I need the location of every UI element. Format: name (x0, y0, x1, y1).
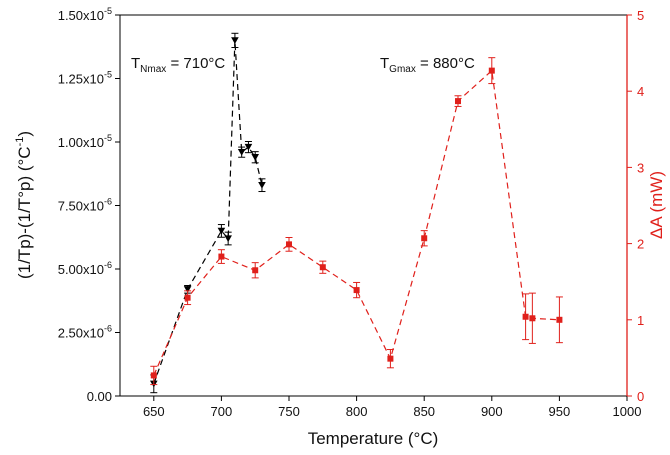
x-tick-label: 800 (346, 404, 368, 419)
y-left-tick-label-base: 7.50x10 (58, 199, 104, 214)
x-tick-label: 650 (143, 404, 165, 419)
y-right-tick-label: 4 (637, 84, 644, 99)
series-line-right (153, 69, 560, 376)
annotation-tnmax: TNmax = 710°C (131, 55, 225, 75)
data-point-square (522, 313, 529, 320)
y-left-tick-label-base: 5.00x10 (58, 262, 104, 277)
annotation-tgmax-main: T (380, 55, 389, 72)
data-point-square (556, 316, 563, 323)
x-axis-ticks: 650 700 750 800 850 900 950 1000 (143, 396, 642, 419)
y-right-tick-label: 1 (637, 313, 644, 328)
y-left-tick-label: 1.00x10-5 (58, 133, 112, 150)
y-left-tick-label-exp: -6 (104, 260, 112, 270)
y-left-tick-label-base: 0.00 (87, 389, 112, 404)
x-axis-title: Temperature (°C) (308, 429, 439, 448)
y-left-axis-title-main: (1/Tp)-(1/T°p) (°C (15, 146, 34, 279)
y-left-tick-label: 7.50x10-6 (58, 197, 112, 214)
y-left-tick-label-exp: -5 (104, 6, 112, 16)
series-line-left (153, 40, 263, 385)
y-left-tick-label-exp: -6 (104, 197, 112, 207)
y-left-axis-title-end: ) (15, 131, 34, 137)
series-layer (150, 32, 563, 394)
x-tick-label: 1000 (613, 404, 642, 419)
y-left-tick-label-exp: -6 (104, 324, 112, 334)
data-point-square (387, 355, 394, 362)
y-left-tick-label-exp: -5 (104, 70, 112, 80)
plot-frame (119, 14, 628, 397)
y-right-tick-label: 2 (637, 237, 644, 252)
data-point-triangle (258, 181, 266, 189)
y-left-tick-label: 1.50x10-5 (58, 6, 112, 23)
data-point-square (319, 264, 326, 271)
data-point-triangle (224, 235, 232, 243)
annotation-tgmax: TGmax = 880°C (380, 55, 475, 75)
x-tick-label: 850 (413, 404, 435, 419)
x-tick-label: 900 (481, 404, 503, 419)
y-left-axis-title-sup: -1 (14, 137, 26, 147)
y-right-axis-title: ΔA (mW) (647, 171, 666, 239)
data-point-square (455, 98, 461, 105)
data-point-square (286, 241, 292, 248)
data-point-triangle (237, 148, 246, 156)
y-left-tick-label-base: 1.00x10 (58, 135, 104, 150)
series-right (150, 57, 563, 386)
annotation-tnmax-sub: Nmax (140, 64, 166, 75)
data-point-square (488, 67, 495, 74)
data-point-square (421, 235, 428, 242)
series-left (150, 32, 266, 394)
y-left-axis-ticks: 0.002.50x10-65.00x10-67.50x10-61.00x10-5… (58, 6, 120, 404)
y-left-tick-label-base: 1.25x10 (58, 72, 104, 87)
data-point-triangle (183, 286, 192, 293)
annotation-tnmax-main: T (131, 55, 140, 72)
y-left-tick-label: 1.25x10-5 (58, 70, 112, 87)
data-point-triangle (231, 37, 239, 44)
data-point-square (353, 287, 360, 294)
x-tick-label: 700 (211, 404, 233, 419)
data-point-square (218, 253, 225, 260)
y-left-tick-label: 2.50x10-6 (58, 324, 112, 341)
y-left-tick-label-base: 1.50x10 (58, 8, 104, 23)
data-point-square (252, 267, 259, 274)
data-point-square (529, 315, 536, 322)
data-point-triangle (244, 143, 253, 151)
data-point-square (150, 372, 157, 379)
y-right-tick-label: 3 (637, 160, 644, 175)
y-left-axis-title: (1/Tp)-(1/T°p) (°C-1) (14, 131, 34, 279)
data-point-square (184, 294, 191, 301)
y-left-tick-label: 5.00x10-6 (58, 260, 112, 277)
annotation-tgmax-value: = 880°C (416, 55, 475, 72)
y-left-tick-label-exp: -5 (104, 133, 112, 143)
annotation-tnmax-value: = 710°C (166, 55, 225, 72)
x-tick-label: 750 (278, 404, 300, 419)
data-point-triangle (251, 154, 259, 161)
y-left-tick-label-base: 2.50x10 (58, 326, 104, 341)
annotation-tgmax-sub: Gmax (389, 64, 416, 75)
data-point-triangle (217, 227, 226, 235)
x-tick-label: 950 (549, 404, 571, 419)
y-right-tick-label: 5 (637, 8, 644, 23)
y-right-axis-ticks: 0 1 2 3 4 5 (626, 8, 644, 404)
y-left-tick-label: 0.00 (87, 389, 112, 404)
y-right-tick-label: 0 (637, 389, 644, 404)
